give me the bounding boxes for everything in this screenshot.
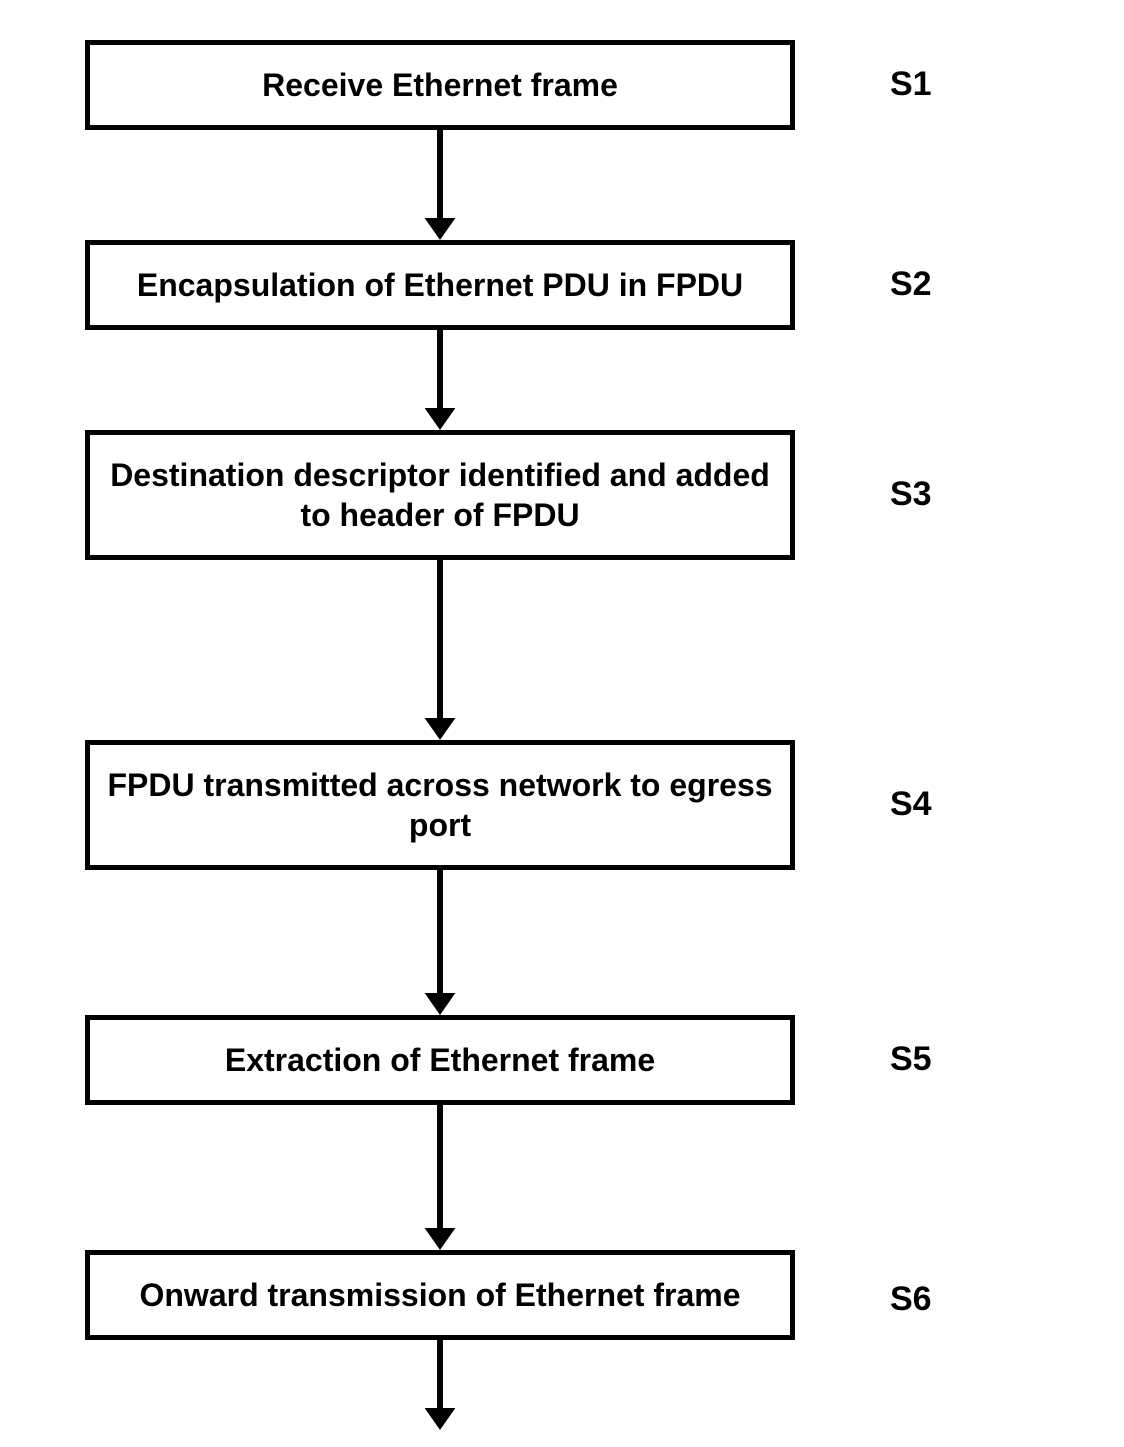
- flowchart-node: FPDU transmitted across network to egres…: [85, 740, 795, 870]
- flow-arrow: [418, 560, 462, 740]
- flowchart-node: Encapsulation of Ethernet PDU in FPDU: [85, 240, 795, 330]
- flow-arrow: [418, 130, 462, 240]
- flow-arrow: [418, 330, 462, 430]
- flow-arrow: [418, 1340, 462, 1430]
- step-label: S2: [890, 265, 932, 304]
- flow-arrow: [418, 1105, 462, 1250]
- flowchart-node: Onward transmission of Ethernet frame: [85, 1250, 795, 1340]
- step-label: S5: [890, 1040, 932, 1079]
- step-label: S3: [890, 475, 932, 514]
- flowchart-node: Receive Ethernet frame: [85, 40, 795, 130]
- step-label: S4: [890, 785, 932, 824]
- flowchart-node: Extraction of Ethernet frame: [85, 1015, 795, 1105]
- flow-arrow: [418, 870, 462, 1015]
- step-label: S1: [890, 65, 932, 104]
- flowchart-canvas: Receive Ethernet frame Encapsulation of E…: [0, 0, 1124, 1447]
- step-label: S6: [890, 1280, 932, 1319]
- flowchart-node: Destination descriptor identified and ad…: [85, 430, 795, 560]
